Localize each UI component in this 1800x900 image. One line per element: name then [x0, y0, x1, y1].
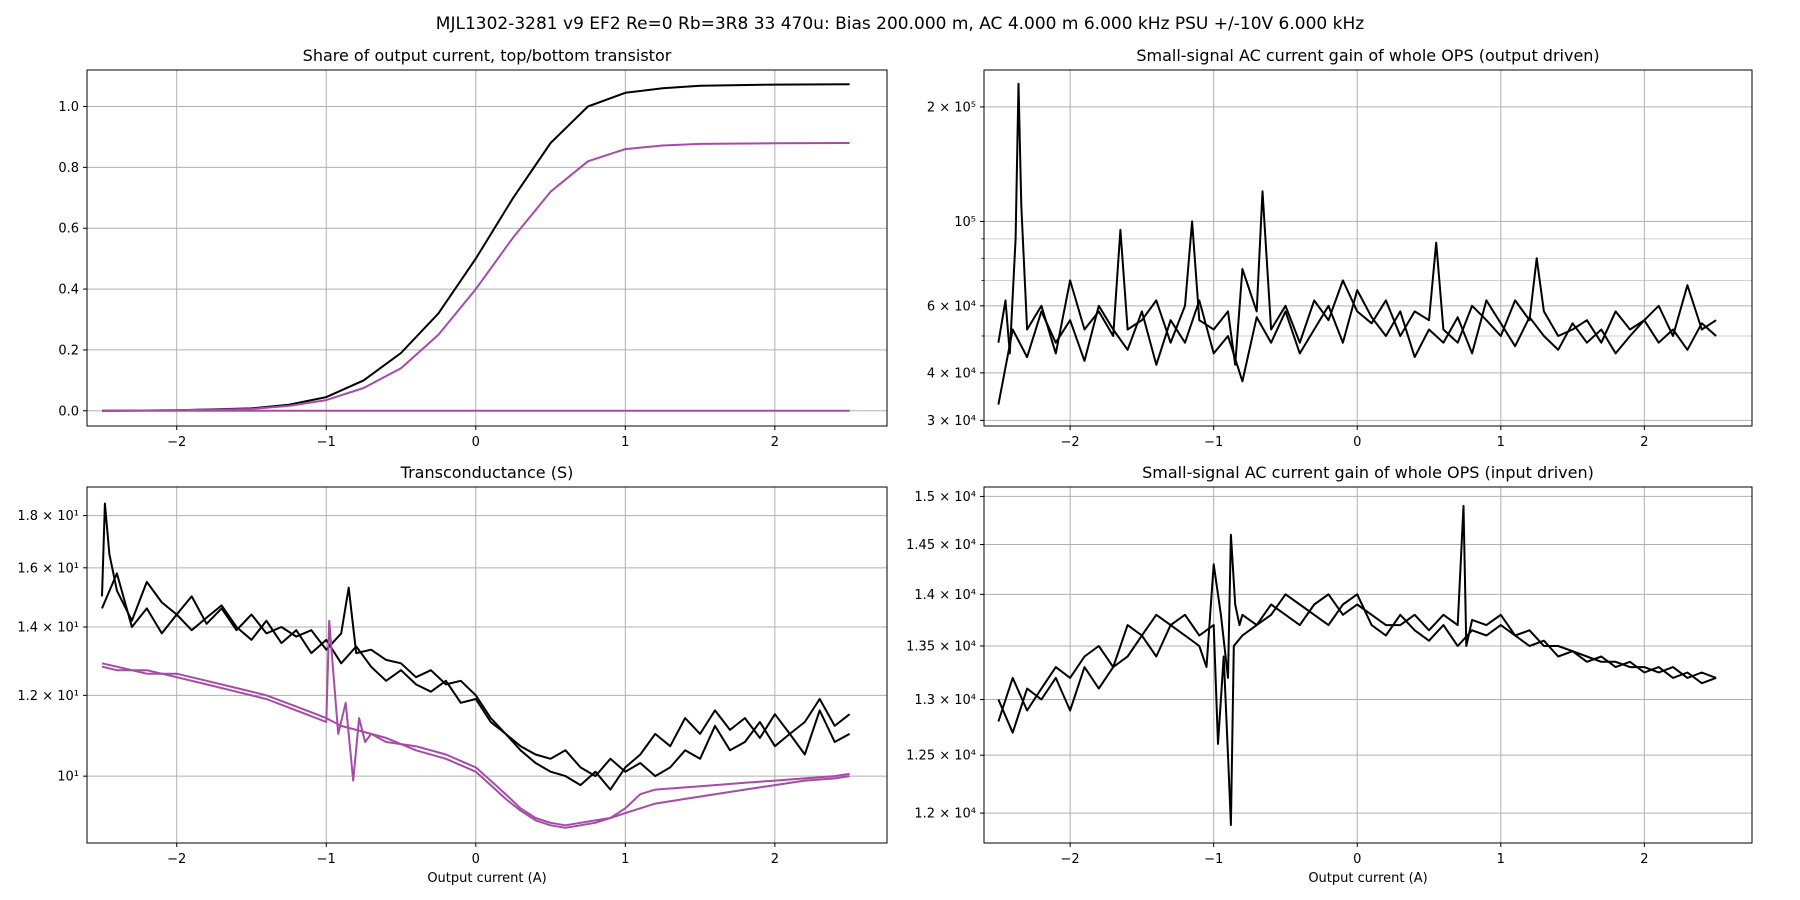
chart-share-frame [86, 69, 888, 427]
chart-transconductance-series-1-line [101, 572, 851, 791]
chart-gain_input-frame [983, 486, 1753, 844]
chart-share-y-tick-label: 0.0 [58, 404, 79, 419]
chart-share-y-tick-label: 0.6 [58, 222, 79, 237]
chart-gain_input-y-tick-label: 1.45 × 10⁴ [906, 538, 976, 553]
chart-transconductance-y-tick-label: 1.8 × 10¹ [17, 509, 79, 524]
chart-transconductance-xlabel: Output current (A) [427, 871, 546, 886]
chart-gain_output-x-tick-label: 0 [1353, 435, 1361, 450]
chart-gain_input-x-tick-label: 0 [1353, 852, 1361, 867]
chart-gain_output-y-tick-label: 10⁵ [954, 215, 976, 230]
chart-transconductance-x-tick-label: 1 [621, 852, 629, 867]
chart-share-x-tick-label: 0 [472, 435, 480, 450]
chart-gain_input-series-0-line [997, 504, 1717, 722]
chart-transconductance-y-tick-label: 1.6 × 10¹ [17, 561, 79, 576]
chart-transconductance-frame [86, 486, 888, 844]
chart-transconductance-series-3-line [101, 619, 850, 829]
chart-transconductance-series-2-line [101, 662, 850, 827]
chart-gain_input-title: Small-signal AC current gain of whole OP… [1142, 463, 1594, 482]
chart-share-x-tick-label: −1 [317, 435, 336, 450]
chart-share-y-tick-label: 0.8 [58, 161, 79, 176]
chart-transconductance-x-tick-label: −2 [167, 852, 186, 867]
chart-gain_output-x-tick-label: −1 [1204, 435, 1223, 450]
chart-transconductance-title: Transconductance (S) [400, 463, 574, 482]
chart-gain_output-y-tick-label: 6 × 10⁴ [927, 299, 976, 314]
chart-gain_output-x-tick-label: 1 [1497, 435, 1505, 450]
chart-share-y-tick-label: 1.0 [58, 100, 79, 115]
chart-gain_input-x-tick-label: −2 [1061, 852, 1080, 867]
chart-gain_input-y-tick-label: 1.35 × 10⁴ [906, 639, 976, 654]
chart-gain_input-x-tick-label: 1 [1497, 852, 1505, 867]
chart-gain_output-frame [983, 69, 1753, 427]
chart-gain_input-y-tick-label: 1.5 × 10⁴ [914, 490, 976, 505]
chart-gain_output-y-tick-label: 3 × 10⁴ [927, 414, 976, 429]
chart-transconductance-y-tick-label: 1.4 × 10¹ [17, 621, 79, 636]
figure-suptitle: MJL1302-3281 v9 EF2 Re=0 Rb=3R8 33 470u:… [435, 14, 1365, 34]
chart-gain_input-xlabel: Output current (A) [1308, 871, 1427, 886]
chart-share-x-tick-label: 1 [621, 435, 629, 450]
chart-gain_input-y-tick-label: 1.2 × 10⁴ [914, 807, 976, 822]
chart-gain_output-x-tick-label: −2 [1061, 435, 1080, 450]
chart-share-x-tick-label: 2 [771, 435, 779, 450]
chart-transconductance-y-tick-label: 10¹ [57, 770, 79, 785]
chart-share-title: Share of output current, top/bottom tran… [303, 46, 672, 65]
chart-gain_output-y-tick-label: 4 × 10⁴ [927, 366, 976, 381]
chart-gain_input-x-tick-label: −1 [1204, 852, 1223, 867]
chart-transconductance-y-tick-label: 1.2 × 10¹ [17, 689, 79, 704]
chart-share-x-tick-label: −2 [167, 435, 186, 450]
chart-gain_output-title: Small-signal AC current gain of whole OP… [1136, 46, 1599, 65]
chart-gain_input-x-tick-label: 2 [1640, 852, 1648, 867]
chart-gain_input-y-tick-label: 1.3 × 10⁴ [914, 693, 976, 708]
chart-gain_output-x-tick-label: 2 [1640, 435, 1648, 450]
chart-gain_output-y-tick-label: 2 × 10⁵ [927, 100, 976, 115]
chart-share-y-tick-label: 0.2 [58, 343, 79, 358]
chart-transconductance-x-tick-label: 2 [771, 852, 779, 867]
chart-share-series-1-line [101, 142, 850, 412]
chart-gain_input-y-tick-label: 1.4 × 10⁴ [914, 588, 976, 603]
chart-gain_input-y-tick-label: 1.25 × 10⁴ [906, 749, 976, 764]
chart-gain_input-series-1-line [997, 593, 1717, 826]
chart-transconductance-x-tick-label: −1 [317, 852, 336, 867]
chart-gain_output-series-1-line [997, 289, 1717, 405]
chart-gain_output-series-0-line [997, 82, 1717, 366]
chart-share-y-tick-label: 0.4 [58, 283, 79, 298]
chart-transconductance-x-tick-label: 0 [472, 852, 480, 867]
